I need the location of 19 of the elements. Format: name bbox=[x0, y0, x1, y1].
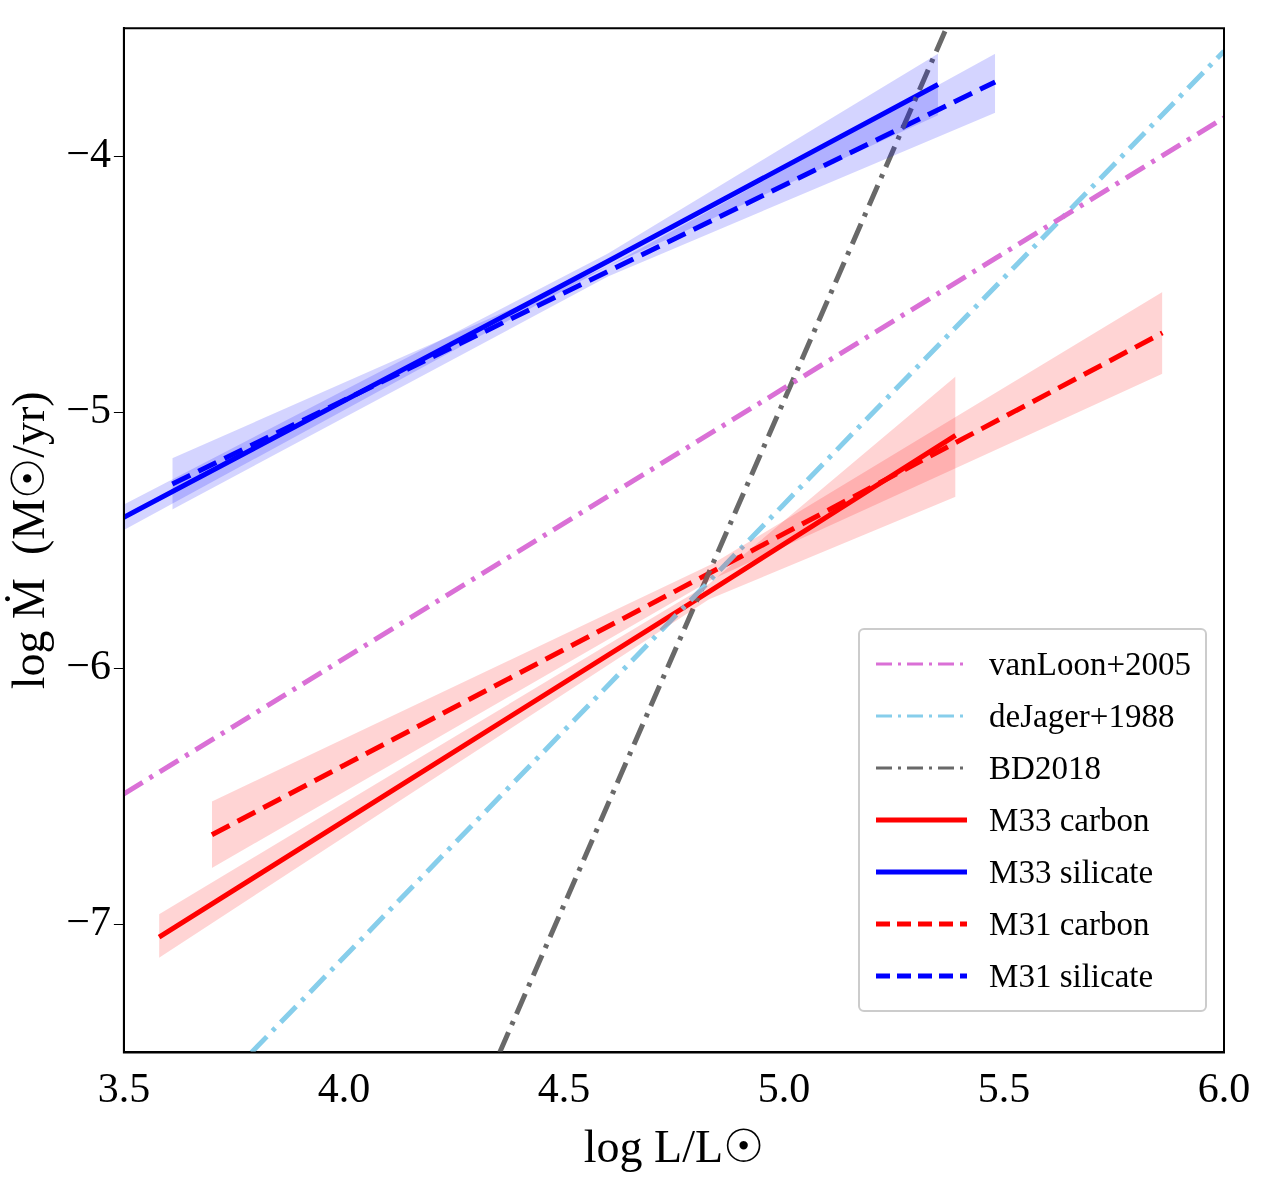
legend-label: M31 silicate bbox=[989, 957, 1154, 995]
x-tick-label: 6.0 bbox=[1197, 1064, 1251, 1111]
y-tick-label: −7 bbox=[66, 898, 111, 945]
legend-label: M33 carbon bbox=[989, 801, 1150, 839]
legend-label: M31 carbon bbox=[989, 905, 1150, 943]
legend-label: deJager+1988 bbox=[989, 697, 1175, 735]
legend-label: M33 silicate bbox=[989, 853, 1154, 891]
y-tick-label: −4 bbox=[66, 130, 111, 177]
legend-label: BD2018 bbox=[989, 749, 1101, 787]
y-tick-label: −5 bbox=[66, 386, 111, 433]
x-tick-label: 4.5 bbox=[537, 1064, 591, 1111]
x-tick-label: 4.0 bbox=[317, 1064, 371, 1111]
legend-label: vanLoon+2005 bbox=[989, 645, 1191, 683]
x-axis-title: log L/L☉ bbox=[583, 1121, 765, 1173]
x-tick-label: 5.5 bbox=[977, 1064, 1031, 1111]
y-axis-title: log Ṁ (M☉/yr) bbox=[2, 391, 54, 690]
y-tick-label: −6 bbox=[66, 642, 111, 689]
x-tick-label: 5.0 bbox=[757, 1064, 811, 1111]
x-tick-label: 3.5 bbox=[97, 1064, 151, 1111]
